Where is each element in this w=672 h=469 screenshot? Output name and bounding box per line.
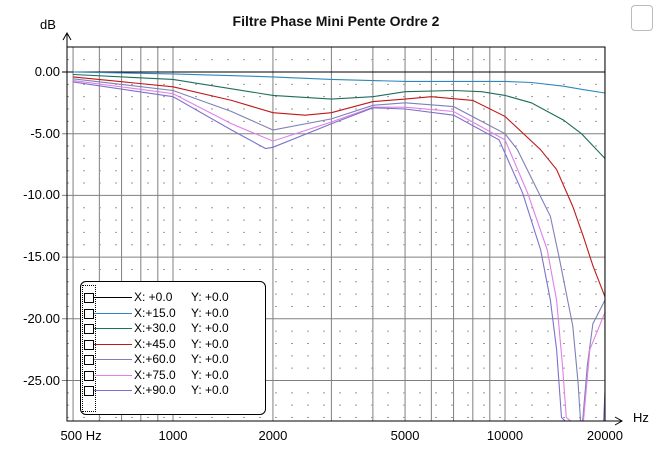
legend-checkbox[interactable] xyxy=(84,386,94,396)
legend-y-label: Y: +0.0 xyxy=(191,321,229,335)
legend: X: +0.0 Y: +0.0 X:+15.0 Y: +0.0 X:+30.0 Y: +0… xyxy=(80,281,266,415)
x-axis-arrow-icon xyxy=(605,416,624,426)
legend-item: X:+90.0 Y: +0.0 xyxy=(81,383,265,399)
x-axis-label: Hz xyxy=(633,410,649,425)
legend-y-label: Y: +0.0 xyxy=(191,367,229,382)
x-tick-label: 5000 xyxy=(390,428,420,443)
legend-checkbox[interactable] xyxy=(84,355,94,365)
y-tick-label: -15.00 xyxy=(23,249,60,265)
x-tick-label: 20000 xyxy=(586,428,624,443)
legend-item: X:+60.0 Y: +0.0 xyxy=(81,352,265,368)
legend-item: X:+30.0 Y: +0.0 xyxy=(81,321,265,337)
legend-item: X: +0.0 Y: +0.0 xyxy=(81,290,265,306)
legend-y-label: Y: +0.0 xyxy=(191,352,229,366)
y-tick-label: -25.00 xyxy=(23,372,60,388)
series-line-4 xyxy=(73,78,605,421)
legend-x-label: X:+15.0 xyxy=(134,305,176,320)
y-tick-label: -5.00 xyxy=(30,125,60,141)
legend-x-label: X:+30.0 xyxy=(134,321,176,335)
legend-x-label: X:+75.0 xyxy=(134,367,176,382)
legend-x-label: X:+45.0 xyxy=(134,336,176,351)
x-tick-label: 1000 xyxy=(158,428,188,443)
y-tick-label: 0.00 xyxy=(34,64,60,79)
window-checkbox[interactable] xyxy=(631,5,653,31)
legend-checkbox[interactable] xyxy=(84,339,94,350)
legend-swatch xyxy=(94,297,132,298)
legend-y-label: Y: +0.0 xyxy=(191,290,229,304)
legend-item: X:+45.0 Y: +0.0 xyxy=(81,337,265,353)
series-line-5 xyxy=(73,80,605,421)
legend-y-label: Y: +0.0 xyxy=(191,305,229,320)
y-axis-arrow-icon xyxy=(62,31,72,47)
legend-swatch xyxy=(94,312,132,314)
legend-swatch xyxy=(94,359,132,360)
series-line-2 xyxy=(73,73,605,159)
legend-item: X:+75.0 Y: +0.0 xyxy=(81,368,265,384)
legend-checkbox[interactable] xyxy=(84,324,94,334)
legend-x-label: X:+60.0 xyxy=(134,352,176,366)
y-axis-label: dB xyxy=(40,17,56,32)
legend-x-label: X:+90.0 xyxy=(134,383,176,397)
series-line-3 xyxy=(73,76,605,297)
x-tick-label: 10000 xyxy=(486,428,524,443)
chart-title: Filtre Phase Mini Pente Ordre 2 xyxy=(232,13,440,29)
plot-frame xyxy=(66,46,606,422)
legend-swatch xyxy=(94,374,132,376)
legend-item: X:+15.0 Y: +0.0 xyxy=(81,306,265,322)
legend-swatch xyxy=(94,390,132,391)
x-tick-label: 500 Hz xyxy=(60,428,102,443)
legend-focus-rect xyxy=(82,285,96,412)
legend-swatch xyxy=(94,343,132,345)
legend-y-label: Y: +0.0 xyxy=(191,336,229,351)
x-tick-label: 2000 xyxy=(258,428,288,443)
series-line-6 xyxy=(73,81,605,421)
y-tick-label: -10.00 xyxy=(23,187,60,203)
legend-swatch xyxy=(94,328,132,329)
legend-checkbox[interactable] xyxy=(84,293,94,303)
legend-checkbox[interactable] xyxy=(84,308,94,319)
legend-x-label: X: +0.0 xyxy=(134,290,173,304)
legend-y-label: Y: +0.0 xyxy=(191,383,229,397)
series-line-1 xyxy=(73,71,605,94)
legend-checkbox[interactable] xyxy=(84,370,94,381)
y-tick-label: -20.00 xyxy=(23,310,60,326)
